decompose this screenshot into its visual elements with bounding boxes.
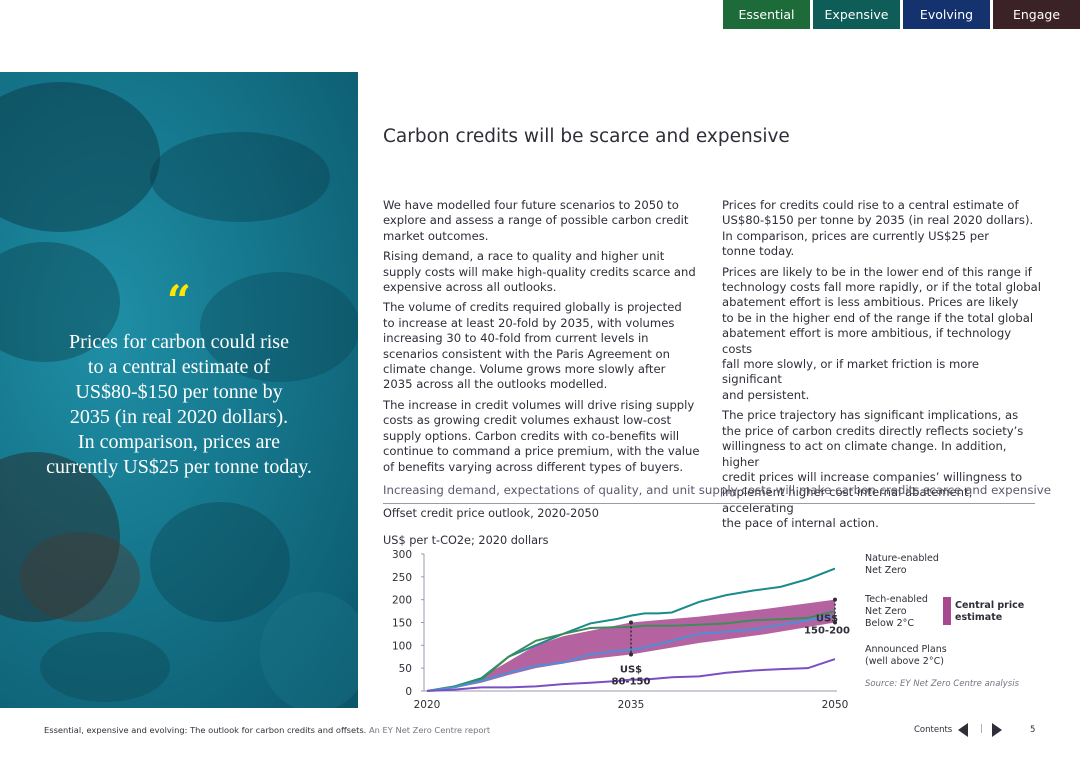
footer-subtitle: An EY Net Zero Centre report xyxy=(366,725,491,735)
y-tick-label: 250 xyxy=(392,572,412,584)
range-marker-dot xyxy=(629,620,633,625)
legend-label-tech: Tech-enabled xyxy=(864,594,928,605)
quote-line: US$80-$150 per tonne by xyxy=(75,381,283,403)
range-annotation-label: 150-200 xyxy=(804,626,850,637)
legend-label-announced: Announced Plans xyxy=(865,644,947,655)
range-annotation-label: 80-150 xyxy=(612,676,651,687)
tab-engage[interactable]: Engage xyxy=(993,0,1080,29)
chart-y-axis-label: US$ per t-CO2e; 2020 dollars xyxy=(383,534,549,547)
x-tick-label: 2020 xyxy=(414,699,441,711)
footer-report-title: Essential, expensive and evolving: The o… xyxy=(44,725,490,735)
range-annotation-label: US$ xyxy=(816,614,838,625)
legend-label-nature: Nature-enabled xyxy=(865,553,939,564)
y-tick-label: 200 xyxy=(392,595,412,607)
quote-line: Prices for carbon could rise xyxy=(69,331,289,353)
chart-source: Source: EY Net Zero Centre analysis xyxy=(865,679,1020,689)
x-tick-label: 2050 xyxy=(822,699,849,711)
paragraph: Prices are likely to be in the lower end… xyxy=(722,264,1041,402)
tab-essential[interactable]: Essential xyxy=(723,0,810,29)
legend-label-central-estimate: estimate xyxy=(955,612,1002,623)
chart-divider xyxy=(383,503,1035,504)
y-tick-label: 0 xyxy=(405,686,412,698)
legend-label-nature: Net Zero xyxy=(865,565,907,576)
paragraph: Rising demand, a race to quality and hig… xyxy=(383,249,696,295)
legend-label-announced: (well above 2°C) xyxy=(865,656,944,667)
y-tick-label: 100 xyxy=(392,640,412,652)
previous-page-icon[interactable] xyxy=(958,723,968,737)
section-tabs: Essential Expensive Evolving Engage xyxy=(720,0,1080,30)
tab-evolving[interactable]: Evolving xyxy=(903,0,990,29)
article-column-right: Prices for credits could rise to a centr… xyxy=(722,198,1042,537)
range-marker-dot xyxy=(833,620,837,625)
quote-line: to a central estimate of xyxy=(87,356,271,378)
contents-link[interactable]: Contents xyxy=(914,725,953,735)
page-number: 5 xyxy=(1030,725,1036,735)
y-tick-label: 300 xyxy=(392,549,412,561)
legend-label-central-estimate: Central price xyxy=(955,600,1024,611)
series-line-below2 xyxy=(426,614,836,692)
chart-subtitle: Offset credit price outlook, 2020-2050 xyxy=(383,507,599,520)
next-page-icon[interactable] xyxy=(992,723,1002,737)
y-tick-label: 50 xyxy=(399,663,412,675)
aerial-photo-panel xyxy=(0,72,358,708)
page-title: Carbon credits will be scarce and expens… xyxy=(383,126,790,147)
paragraph: Prices for credits could rise to a centr… xyxy=(722,198,1034,259)
quote-mark-icon: “ xyxy=(166,276,192,325)
legend-label-tech: Below 2°C xyxy=(865,618,914,629)
paragraph: The volume of credits required globally … xyxy=(383,300,682,392)
quote-line: 2035 (in real 2020 dollars). xyxy=(69,406,289,428)
pull-quote: Prices for carbon could rise to a centra… xyxy=(14,330,344,480)
range-annotation-label: US$ xyxy=(620,664,642,675)
paragraph: The increase in credit volumes will driv… xyxy=(383,397,700,474)
paragraph: We have modelled four future scenarios t… xyxy=(383,198,689,243)
quote-line: In comparison, prices are xyxy=(77,431,281,453)
chart-title: Increasing demand, expectations of quali… xyxy=(383,483,1052,497)
range-marker-dot xyxy=(629,652,633,657)
tab-expensive[interactable]: Expensive xyxy=(813,0,900,29)
legend-swatch-central-estimate xyxy=(943,597,951,625)
y-tick-label: 150 xyxy=(392,618,412,630)
legend-label-tech: Net Zero xyxy=(865,606,907,617)
footer-title: Essential, expensive and evolving: The o… xyxy=(44,725,367,735)
quote-line: currently US$25 per tonne today. xyxy=(46,456,312,478)
nav-separator: | xyxy=(980,724,984,734)
series-line-announced xyxy=(426,658,836,692)
range-marker-dot xyxy=(833,597,837,602)
article-column-left: We have modelled four future scenarios t… xyxy=(383,198,701,480)
paragraph: The price trajectory has significant imp… xyxy=(722,408,1024,531)
x-tick-label: 2035 xyxy=(618,699,645,711)
